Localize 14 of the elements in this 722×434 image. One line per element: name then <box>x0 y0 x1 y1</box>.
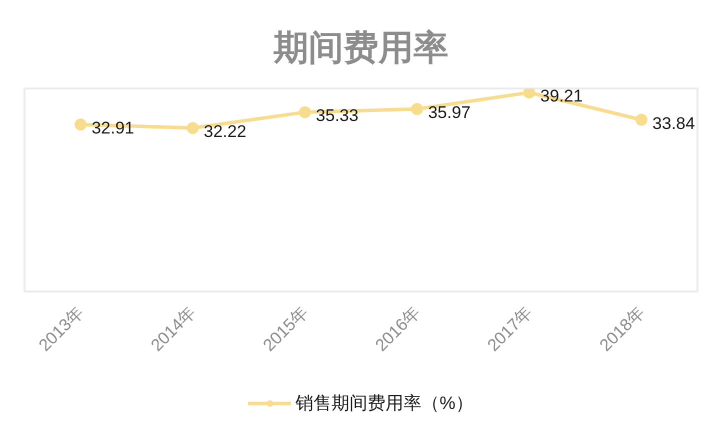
point <box>298 106 311 118</box>
data-label: 33.84 <box>652 114 695 133</box>
point <box>74 118 87 130</box>
data-label: 32.91 <box>92 118 134 138</box>
point <box>523 88 536 98</box>
point <box>635 114 648 126</box>
data-label: 32.22 <box>204 122 246 141</box>
point <box>186 122 199 134</box>
chart-title: 期间费用率 <box>272 28 448 68</box>
point <box>411 102 424 115</box>
data-label: 35.97 <box>428 102 471 122</box>
legend-label: 销售期间费用率（%） <box>295 392 474 414</box>
data-label: 39.21 <box>540 86 583 106</box>
data-label: 35.33 <box>316 106 358 126</box>
